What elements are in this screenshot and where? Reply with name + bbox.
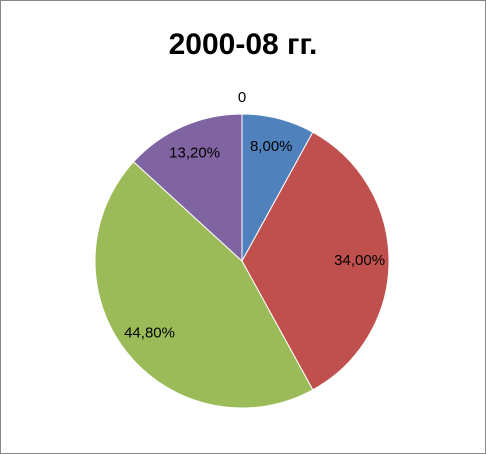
- pie-slice: [94, 161, 314, 409]
- data-label: 13,20%: [169, 144, 220, 161]
- data-label: 0: [238, 89, 246, 106]
- pie-slice: [132, 113, 243, 263]
- data-label: 8,00%: [250, 138, 293, 155]
- data-label: 44,80%: [124, 325, 175, 342]
- pie-slice: [241, 131, 390, 391]
- chart-title: 2000-08 гг.: [169, 28, 318, 61]
- data-label: 34,00%: [334, 252, 385, 269]
